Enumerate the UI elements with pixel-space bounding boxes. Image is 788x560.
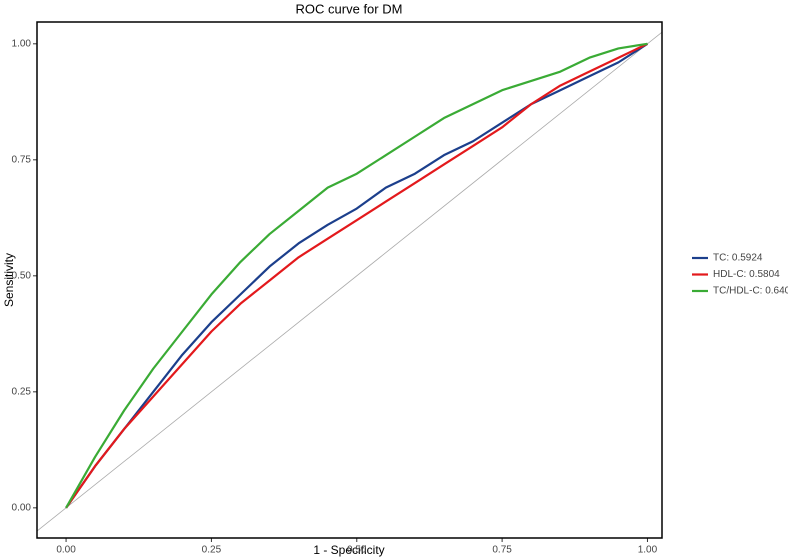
y-tick-label: 0.50: [12, 270, 32, 281]
y-tick-label: 0.00: [12, 502, 32, 513]
plot-border: [36, 21, 663, 539]
roc-curve: [65, 42, 649, 509]
chart-title: ROC curve for DM: [296, 1, 403, 16]
x-tick-label: 0.75: [492, 545, 512, 556]
legend-label: TC: 0.5924: [713, 253, 763, 264]
roc-curve: [65, 42, 648, 509]
legend-label: HDL-C: 0.5804: [713, 269, 780, 280]
legend-label: TC/HDL-C: 0.6407: [713, 286, 788, 297]
y-axis-title: Sensitivity: [2, 253, 16, 307]
roc-curve: [65, 42, 648, 509]
y-tick-label: 0.75: [12, 154, 32, 165]
y-tick-label: 1.00: [12, 38, 32, 49]
x-axis-title: 1 - Specificity: [313, 543, 384, 557]
x-tick-label: 0.25: [202, 545, 222, 556]
reference-diagonal: [36, 31, 663, 532]
x-tick-label: 0.50: [347, 545, 367, 556]
y-tick-label: 0.25: [12, 386, 32, 397]
x-tick-label: 1.00: [638, 545, 658, 556]
x-tick-label: 0.00: [56, 545, 76, 556]
